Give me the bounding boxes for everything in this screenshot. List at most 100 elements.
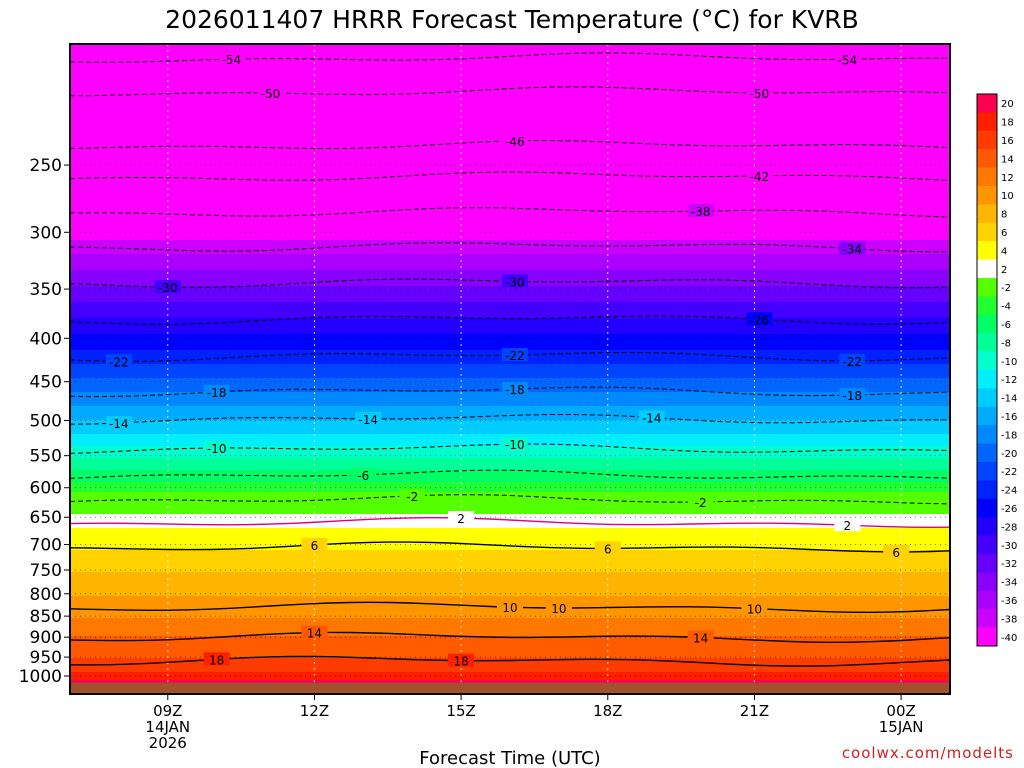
fill-band [70,186,950,189]
fill-band [70,546,950,549]
fill-band [70,430,950,433]
colorbar-swatch [977,351,997,371]
y-tick-label: 450 [30,373,62,393]
colorbar-label: 2 [1001,265,1007,276]
contour-label: -46 [505,135,525,149]
contour-label-bg [687,204,714,218]
x-axis-label: Forecast Time (UTC) [419,748,600,768]
x-tick-label: 12Z [300,702,329,720]
isotherm-line [70,315,950,325]
fill-band [70,98,950,101]
contour-label: -22 [109,355,129,369]
y-tick-label: 900 [30,628,62,648]
colorbar-label: -30 [1001,541,1017,552]
colorbar-swatch [977,627,997,647]
contour-label-bg [594,541,621,555]
isotherm-line [70,52,950,63]
x-tick-label: 00Z [886,702,915,720]
isotherm-line [70,631,950,644]
fill-band [70,324,950,327]
colorbar-label: 16 [1001,136,1014,147]
fill-band [70,172,950,175]
fill-band [70,474,950,477]
fill-band [70,252,950,255]
fill-band [70,632,950,635]
y-tick-label: 700 [30,536,62,556]
fill-band [70,630,950,633]
fill-band [70,508,950,511]
isotherm-line [70,469,950,479]
fill-band [70,194,950,197]
contour-label-bg [399,488,426,502]
fill-band [70,176,950,179]
fill-band [70,250,950,253]
fill-band [70,462,950,465]
colorbar-swatch [977,554,997,573]
fill-band [70,658,950,661]
contour-label: -18 [207,386,227,400]
fill-band [70,328,950,331]
fill-band [70,622,950,625]
fill-band [70,346,950,349]
colorbar-swatch [977,278,997,297]
colorbar-label: 10 [1001,191,1014,202]
colorbar-label: 14 [1001,154,1014,165]
colorbar-label: -16 [1001,412,1017,423]
contour-label-bg [839,241,866,255]
fill-band [70,228,950,231]
fill-band [70,100,950,103]
contour-label: -14 [358,413,378,427]
contour-label-bg [746,85,773,99]
fill-band [70,44,950,47]
fill-band [70,480,950,483]
colorbar-label: -10 [1001,357,1017,368]
isotherm-line [70,414,950,425]
fill-band [70,220,950,223]
fill-band [70,54,950,57]
fill-band [70,160,950,163]
fill-band [70,126,950,129]
fill-band [70,240,950,243]
fill-band [70,156,950,159]
fill-band [70,262,950,265]
plot-frame [69,43,951,695]
fill-band [70,528,950,531]
fill-band [70,118,950,121]
contour-label-bg [883,544,910,558]
fill-band [70,74,950,77]
fill-band [70,470,950,473]
contour-label-bg [741,601,768,615]
contour-label-bg [105,354,132,368]
fill-band [70,374,950,377]
fill-band [70,92,950,95]
contour-label: -18 [842,389,862,403]
fill-band [70,638,950,641]
fill-band [70,468,950,471]
contour-label: 6 [604,542,612,556]
fill-band [70,506,950,509]
contour-label-bg [355,411,382,425]
fill-band [70,398,950,401]
fill-band [70,266,950,269]
colorbar-swatch [977,186,997,205]
fill-band [70,616,950,619]
contour-label-bg [545,601,572,615]
fill-band [70,58,950,61]
contour-label: 14 [307,627,322,641]
fill-band [70,542,950,545]
fill-band [70,46,950,49]
fill-band [70,576,950,579]
fill-band [70,452,950,455]
y-tick-label: 400 [30,329,62,349]
fill-band [70,378,950,381]
fill-band [70,424,950,427]
fill-band [70,396,950,399]
contour-label: 6 [892,546,900,560]
colorbar-swatch [977,204,997,224]
contour-label: -50 [261,87,281,101]
fill-band [70,184,950,187]
fill-band [70,400,950,403]
colorbar-swatch [977,572,997,592]
fill-band [70,402,950,405]
contour-label-bg [497,600,523,614]
